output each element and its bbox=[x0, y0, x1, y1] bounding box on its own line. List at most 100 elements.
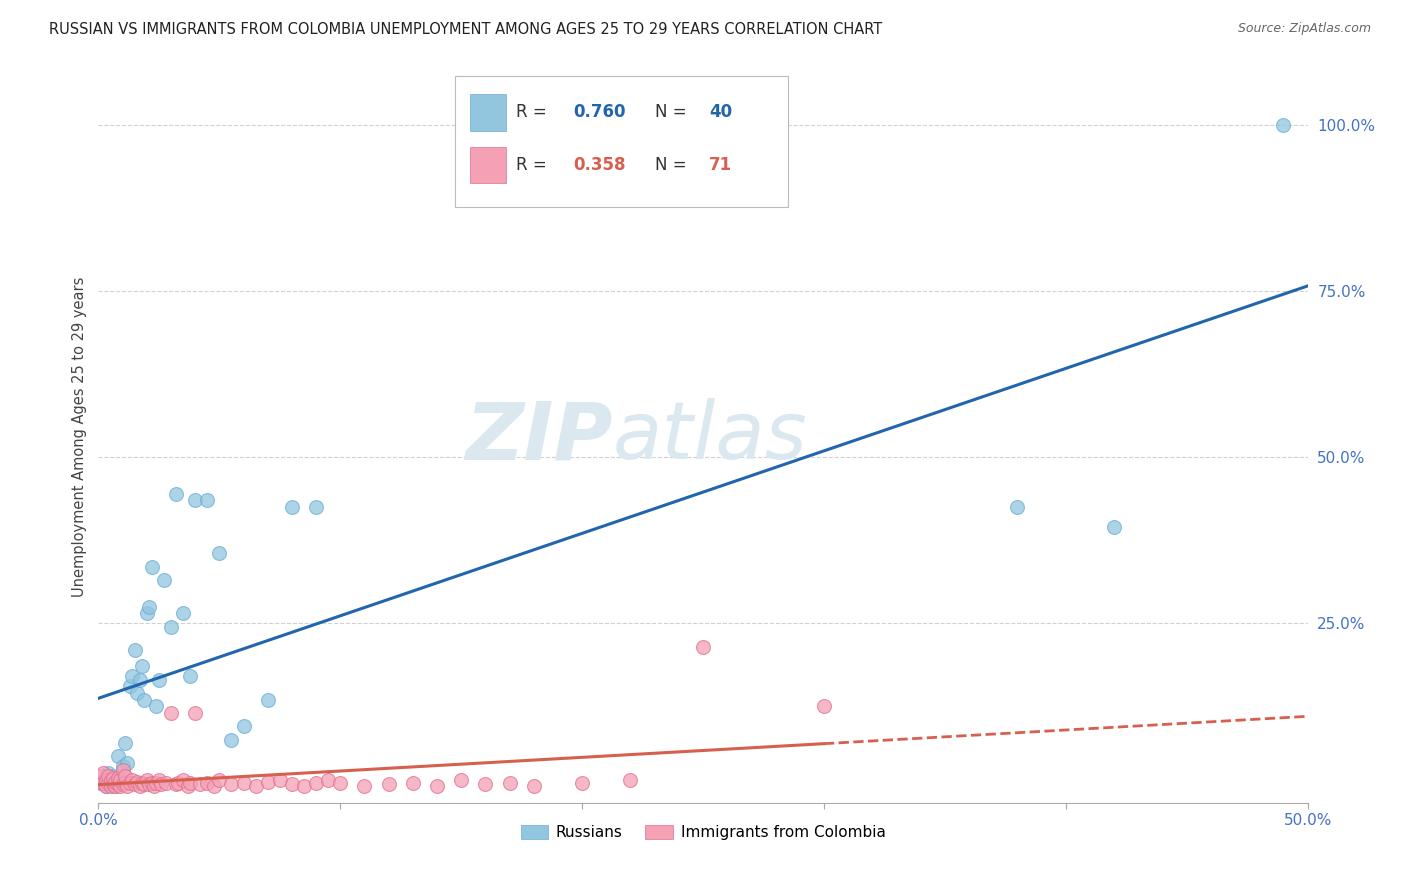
Point bbox=[107, 771, 129, 785]
Point bbox=[402, 776, 425, 790]
Point bbox=[127, 774, 149, 789]
Text: Source: ZipAtlas.com: Source: ZipAtlas.com bbox=[1237, 22, 1371, 36]
Point bbox=[114, 736, 136, 750]
Point bbox=[1272, 118, 1295, 132]
Point bbox=[256, 692, 278, 706]
Point bbox=[150, 777, 173, 791]
Point bbox=[104, 779, 127, 793]
Point bbox=[141, 559, 163, 574]
Text: atlas: atlas bbox=[613, 398, 807, 476]
Point bbox=[305, 776, 328, 790]
Point bbox=[148, 772, 170, 787]
Point bbox=[305, 500, 328, 514]
Point bbox=[221, 777, 243, 791]
Point bbox=[184, 706, 207, 720]
Point bbox=[94, 779, 117, 793]
Point bbox=[127, 686, 149, 700]
Point bbox=[94, 779, 117, 793]
Point bbox=[94, 772, 117, 787]
Point bbox=[148, 673, 170, 687]
FancyBboxPatch shape bbox=[456, 77, 787, 208]
Point bbox=[184, 493, 207, 508]
Point bbox=[165, 486, 187, 500]
Point bbox=[474, 777, 496, 791]
Point bbox=[90, 769, 112, 783]
Point bbox=[692, 640, 714, 654]
Point bbox=[111, 759, 134, 773]
Legend: Russians, Immigrants from Colombia: Russians, Immigrants from Colombia bbox=[515, 819, 891, 847]
Point bbox=[91, 776, 114, 790]
Point bbox=[571, 776, 593, 790]
Point bbox=[523, 779, 546, 793]
Point bbox=[107, 749, 129, 764]
Point bbox=[329, 776, 352, 790]
Point bbox=[160, 706, 183, 720]
Point bbox=[177, 779, 200, 793]
Point bbox=[195, 776, 218, 790]
Point bbox=[138, 599, 160, 614]
FancyBboxPatch shape bbox=[470, 146, 506, 183]
Point bbox=[114, 769, 136, 783]
Point bbox=[124, 777, 146, 791]
Point bbox=[167, 776, 190, 790]
Text: N =: N = bbox=[655, 156, 692, 174]
Point bbox=[208, 546, 231, 560]
Point bbox=[134, 777, 156, 791]
Point bbox=[108, 772, 131, 787]
Point bbox=[124, 643, 146, 657]
Point bbox=[172, 772, 194, 787]
Point bbox=[281, 777, 304, 791]
Point bbox=[221, 732, 243, 747]
Point bbox=[111, 777, 134, 791]
Text: 0.358: 0.358 bbox=[574, 156, 626, 174]
Point bbox=[143, 779, 166, 793]
Point bbox=[114, 776, 136, 790]
Point bbox=[91, 765, 114, 780]
Text: RUSSIAN VS IMMIGRANTS FROM COLOMBIA UNEMPLOYMENT AMONG AGES 25 TO 29 YEARS CORRE: RUSSIAN VS IMMIGRANTS FROM COLOMBIA UNEM… bbox=[49, 22, 883, 37]
Point bbox=[179, 776, 201, 790]
Point bbox=[117, 779, 139, 793]
Text: 0.760: 0.760 bbox=[574, 103, 626, 121]
Point bbox=[281, 500, 304, 514]
Point bbox=[1102, 520, 1125, 534]
Point bbox=[1007, 500, 1029, 514]
Point bbox=[131, 659, 153, 673]
Point bbox=[135, 607, 157, 621]
Point bbox=[316, 772, 339, 787]
Point bbox=[152, 573, 174, 587]
Point bbox=[131, 776, 153, 790]
Point bbox=[450, 772, 472, 787]
Point bbox=[108, 772, 131, 787]
Point bbox=[145, 699, 167, 714]
Point bbox=[134, 692, 156, 706]
Text: 71: 71 bbox=[709, 156, 733, 174]
Point bbox=[97, 765, 120, 780]
Point bbox=[118, 776, 141, 790]
Text: N =: N = bbox=[655, 103, 692, 121]
Point bbox=[232, 776, 254, 790]
Point bbox=[155, 776, 177, 790]
Point bbox=[138, 777, 160, 791]
Point bbox=[111, 763, 134, 777]
Point bbox=[619, 772, 641, 787]
Point bbox=[97, 769, 120, 783]
Point bbox=[160, 619, 183, 633]
Point bbox=[104, 774, 127, 789]
Point bbox=[100, 772, 122, 787]
Point bbox=[813, 699, 835, 714]
Point bbox=[135, 772, 157, 787]
Text: 40: 40 bbox=[709, 103, 733, 121]
Point bbox=[91, 772, 114, 787]
Point bbox=[100, 779, 122, 793]
Point bbox=[101, 771, 124, 785]
Point bbox=[121, 772, 143, 787]
Point bbox=[117, 756, 139, 770]
Point bbox=[232, 719, 254, 733]
Point bbox=[165, 777, 187, 791]
Text: R =: R = bbox=[516, 103, 551, 121]
Y-axis label: Unemployment Among Ages 25 to 29 years: Unemployment Among Ages 25 to 29 years bbox=[72, 277, 87, 598]
Point bbox=[204, 779, 226, 793]
Point bbox=[90, 776, 112, 790]
Point bbox=[195, 493, 218, 508]
Point bbox=[377, 777, 399, 791]
